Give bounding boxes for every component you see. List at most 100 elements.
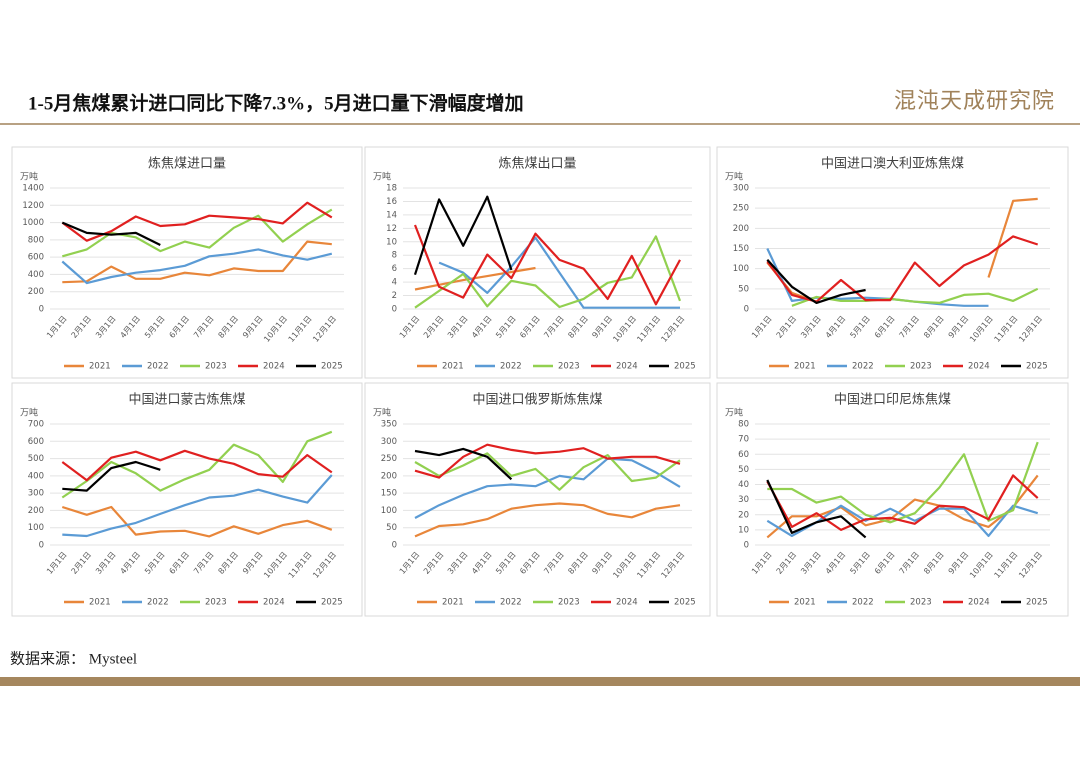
y-tick-label: 600 bbox=[28, 253, 44, 263]
legend-label: 2022 bbox=[852, 362, 874, 372]
y-tick-label: 500 bbox=[28, 454, 44, 464]
unit-label: 万吨 bbox=[725, 407, 743, 419]
legend-label: 2023 bbox=[910, 362, 932, 372]
y-tick-label: 0 bbox=[39, 305, 44, 315]
legend-label: 2021 bbox=[794, 598, 816, 608]
legend-label: 2022 bbox=[500, 598, 522, 608]
y-tick-label: 200 bbox=[28, 287, 44, 297]
series-line bbox=[62, 208, 333, 258]
y-tick-label: 12 bbox=[386, 224, 397, 234]
y-tick-label: 1400 bbox=[22, 184, 44, 194]
series-line bbox=[61, 201, 333, 242]
series-line bbox=[766, 479, 867, 539]
legend-label: 2024 bbox=[616, 598, 638, 608]
chart-title: 中国进口俄罗斯炼焦煤 bbox=[472, 393, 602, 408]
legend-label: 2022 bbox=[147, 362, 169, 372]
unit-label: 万吨 bbox=[373, 171, 391, 183]
series-line bbox=[61, 430, 333, 499]
legend-label: 2025 bbox=[674, 362, 696, 372]
series-line bbox=[767, 441, 1039, 524]
series-line bbox=[414, 457, 681, 519]
series-line bbox=[413, 195, 513, 276]
y-tick-label: 40 bbox=[738, 480, 749, 490]
y-tick-label: 0 bbox=[744, 541, 749, 551]
y-tick-label: 400 bbox=[28, 270, 44, 280]
series-line bbox=[61, 505, 333, 538]
y-tick-label: 150 bbox=[733, 244, 749, 254]
y-tick-label: 18 bbox=[386, 184, 397, 194]
series-line bbox=[61, 248, 333, 285]
series-line bbox=[414, 447, 513, 481]
unit-label: 万吨 bbox=[20, 407, 38, 419]
y-tick-label: 0 bbox=[392, 305, 397, 315]
chart-frame bbox=[11, 146, 363, 379]
y-tick-label: 16 bbox=[386, 197, 397, 207]
y-tick-label: 10 bbox=[386, 237, 397, 247]
y-tick-label: 100 bbox=[381, 506, 397, 516]
y-tick-label: 250 bbox=[733, 204, 749, 214]
legend-label: 2022 bbox=[500, 362, 522, 372]
y-tick-label: 600 bbox=[28, 437, 44, 447]
slide-title: 1-5月焦煤累计进口同比下降7.3%，5月进口量下滑幅度增加 bbox=[28, 91, 524, 114]
series-line bbox=[62, 240, 332, 284]
y-tick-label: 200 bbox=[381, 471, 397, 481]
y-tick-label: 350 bbox=[381, 420, 397, 430]
legend-label: 2024 bbox=[616, 362, 638, 372]
y-tick-label: 8 bbox=[392, 251, 397, 261]
y-tick-label: 6 bbox=[392, 264, 397, 274]
y-tick-label: 10 bbox=[738, 525, 749, 535]
legend-label: 2021 bbox=[89, 362, 111, 372]
y-tick-label: 100 bbox=[28, 523, 44, 533]
series-line bbox=[413, 224, 681, 306]
legend-label: 2021 bbox=[794, 362, 816, 372]
y-tick-label: 300 bbox=[28, 489, 44, 499]
legend-label: 2022 bbox=[852, 598, 874, 608]
legend-label: 2024 bbox=[263, 598, 285, 608]
y-tick-label: 250 bbox=[381, 454, 397, 464]
y-tick-label: 20 bbox=[738, 510, 749, 520]
unit-label: 万吨 bbox=[20, 171, 38, 183]
y-tick-label: 300 bbox=[733, 184, 749, 194]
legend-label: 2021 bbox=[442, 598, 464, 608]
series-line bbox=[414, 235, 682, 309]
series-line bbox=[438, 236, 680, 309]
series-line bbox=[766, 259, 866, 304]
chart-title: 炼焦煤出口量 bbox=[498, 157, 576, 172]
legend-label: 2025 bbox=[321, 598, 343, 608]
series-line bbox=[791, 287, 1039, 307]
series-line bbox=[414, 452, 681, 491]
legend-label: 2023 bbox=[205, 362, 227, 372]
y-tick-label: 700 bbox=[28, 420, 44, 430]
unit-label: 万吨 bbox=[725, 171, 743, 183]
y-tick-label: 2 bbox=[392, 291, 397, 301]
y-tick-label: 50 bbox=[386, 523, 397, 533]
series-line bbox=[62, 460, 161, 492]
y-tick-label: 0 bbox=[744, 305, 749, 315]
y-tick-label: 50 bbox=[738, 465, 749, 475]
legend-label: 2021 bbox=[89, 598, 111, 608]
y-tick-label: 400 bbox=[28, 471, 44, 481]
chart-title: 中国进口蒙古炼焦煤 bbox=[128, 393, 245, 408]
y-tick-label: 150 bbox=[381, 489, 397, 499]
y-tick-label: 0 bbox=[39, 541, 44, 551]
y-tick-label: 100 bbox=[733, 264, 749, 274]
y-tick-label: 200 bbox=[733, 224, 749, 234]
y-tick-label: 800 bbox=[28, 235, 44, 245]
y-tick-label: 300 bbox=[381, 437, 397, 447]
series-line bbox=[414, 502, 681, 538]
y-tick-label: 1000 bbox=[22, 218, 44, 228]
legend-label: 2024 bbox=[968, 362, 990, 372]
legend-label: 2025 bbox=[1026, 598, 1048, 608]
legend-label: 2023 bbox=[558, 598, 580, 608]
y-tick-label: 80 bbox=[738, 420, 749, 430]
y-tick-label: 14 bbox=[386, 210, 397, 220]
series-line bbox=[766, 474, 1039, 531]
logo: 混沌天成研究院 bbox=[894, 89, 1055, 114]
legend-label: 2025 bbox=[321, 362, 343, 372]
source: 数据来源： Mysteel bbox=[10, 650, 137, 667]
footer-bar bbox=[0, 677, 1080, 686]
chart-title: 中国进口印尼炼焦煤 bbox=[834, 393, 951, 408]
legend-label: 2025 bbox=[1026, 362, 1048, 372]
